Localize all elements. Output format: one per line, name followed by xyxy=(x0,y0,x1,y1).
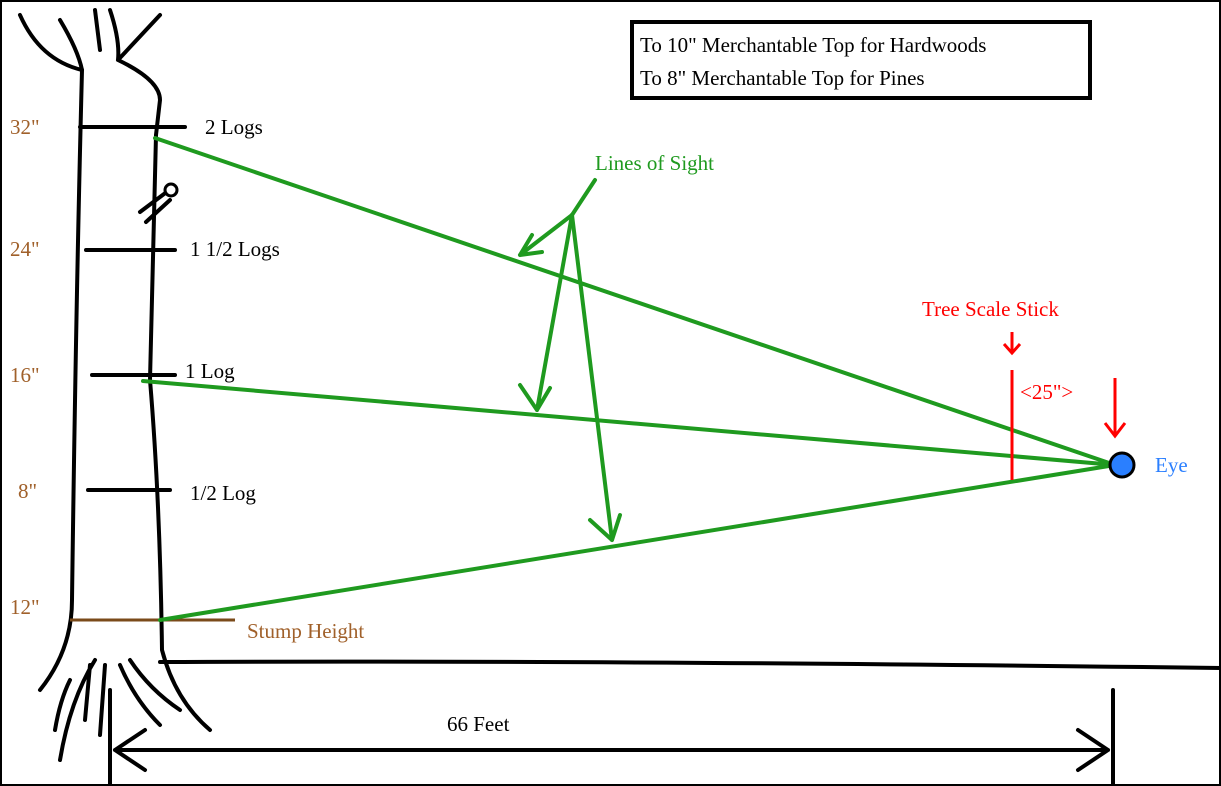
legend-line: To 10" Merchantable Top for Hardwoods xyxy=(640,33,986,57)
sight-lines xyxy=(141,136,1117,622)
tree xyxy=(18,8,212,762)
scale-stick xyxy=(1002,332,1127,480)
diameter-label: 24" xyxy=(10,237,40,261)
ground xyxy=(158,659,1221,670)
legend-box xyxy=(630,20,1092,100)
diameter-label: 8" xyxy=(18,479,37,503)
stick-distance: <25"> xyxy=(1020,380,1073,404)
distance-label: 66 Feet xyxy=(447,712,510,736)
log-label: 1 Log xyxy=(185,359,235,383)
dimension xyxy=(108,688,1115,786)
diameter-label: 12" xyxy=(10,595,40,619)
log-label: 1/2 Log xyxy=(190,481,256,505)
stick-label: Tree Scale Stick xyxy=(922,297,1059,321)
log-label: 2 Logs xyxy=(205,115,263,139)
eye-marker xyxy=(1108,451,1136,479)
log-label: 1 1/2 Logs xyxy=(190,237,280,261)
sight-label: Lines of Sight xyxy=(595,151,714,175)
stump-label: Stump Height xyxy=(247,619,364,643)
eye-label: Eye xyxy=(1155,453,1188,477)
diameter-label: 32" xyxy=(10,115,40,139)
legend-line: To 8" Merchantable Top for Pines xyxy=(640,66,925,90)
diameter-label: 16" xyxy=(10,363,40,387)
